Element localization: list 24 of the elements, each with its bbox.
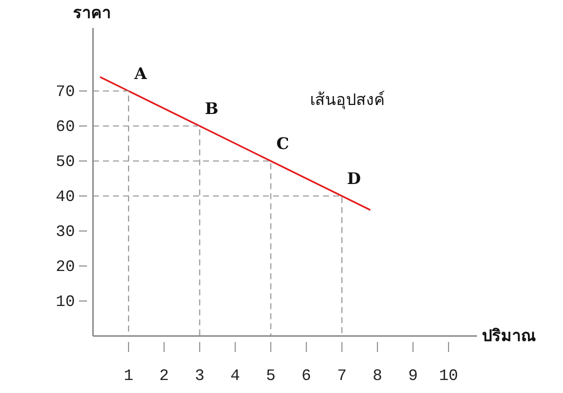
y-tick-label: 70 <box>56 83 75 101</box>
annotation: A <box>133 64 148 83</box>
x-tick-label: 2 <box>159 367 169 385</box>
y-tick-label: 40 <box>56 188 75 206</box>
y-tick-label: 30 <box>56 223 75 241</box>
y-tick-label: 50 <box>56 153 75 171</box>
x-tick-label: 8 <box>372 367 382 385</box>
x-tick-label: 4 <box>230 367 240 385</box>
annotation: C <box>276 134 290 153</box>
annotation: D <box>346 169 361 188</box>
y-tick-label: 60 <box>56 118 75 136</box>
y-tick-label: 20 <box>56 258 75 276</box>
x-axis-title: ปริมาณ <box>482 326 536 345</box>
x-tick-label: 7 <box>337 367 347 385</box>
x-tick-label: 10 <box>438 367 458 385</box>
y-tick-label: 10 <box>56 293 75 311</box>
x-tick-label: 9 <box>408 367 418 385</box>
x-tick-label: 3 <box>194 367 204 385</box>
annotation: B <box>204 99 218 118</box>
x-tick-label: 5 <box>266 367 276 385</box>
y-axis-title: ราคา <box>73 3 111 22</box>
x-tick-label: 1 <box>124 367 134 385</box>
annotation: เส้นอุปสงค์ <box>310 90 385 110</box>
x-tick-label: 6 <box>302 367 312 385</box>
